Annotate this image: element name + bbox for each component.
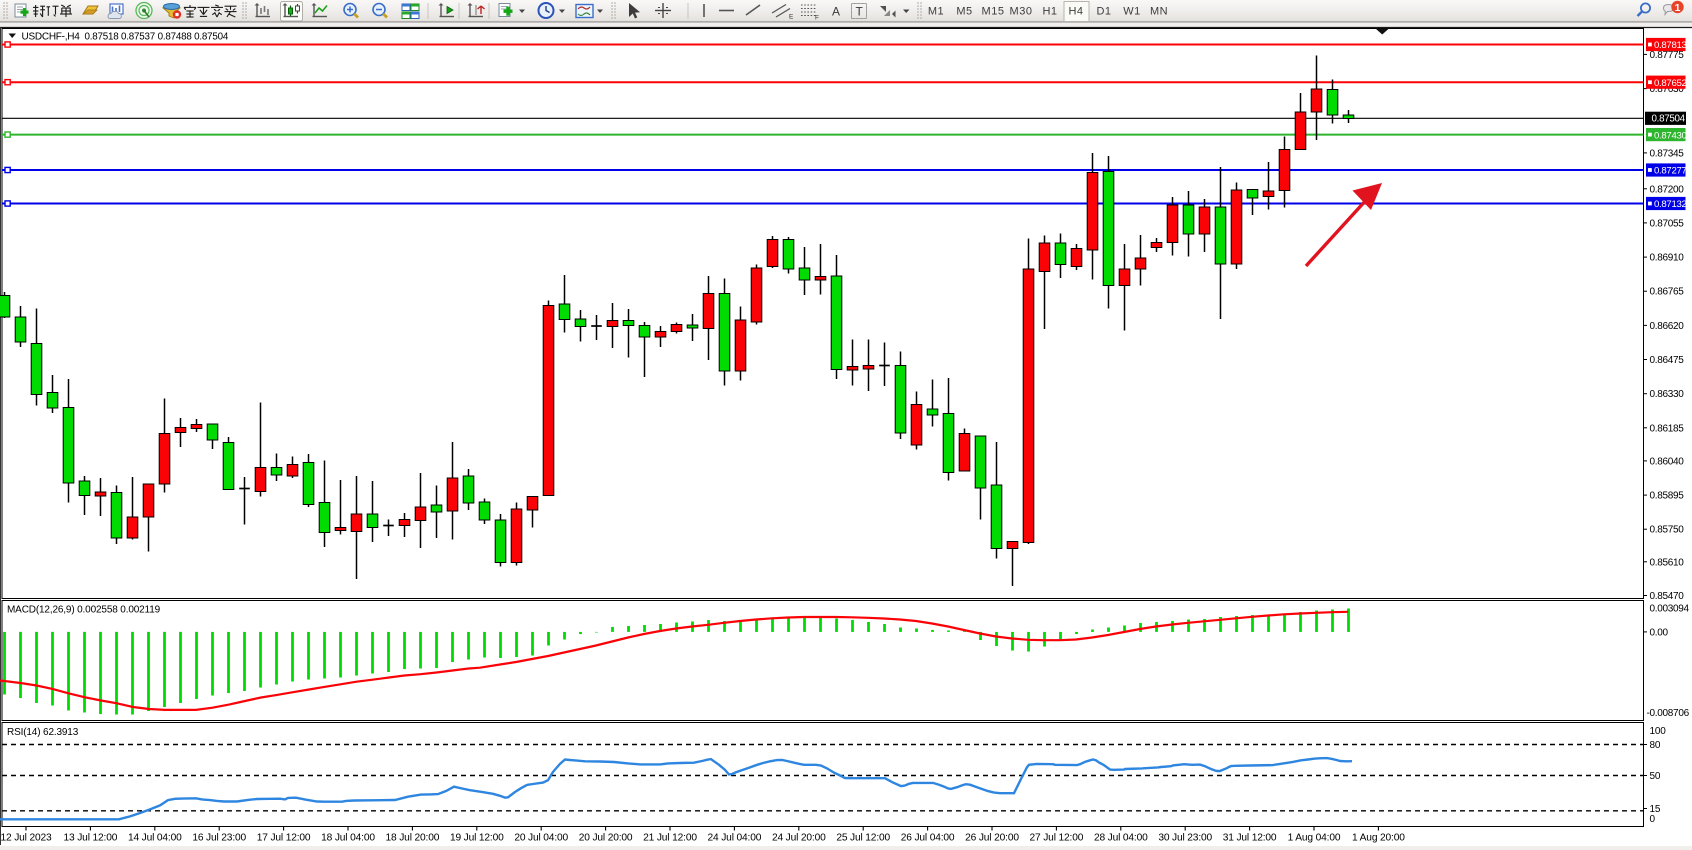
svg-text:19 Jul 12:00: 19 Jul 12:00 [450,833,504,844]
svg-text:0.86910: 0.86910 [1650,253,1685,264]
svg-text:E: E [789,14,794,21]
svg-text:T: T [856,5,864,19]
svg-text:-0.008706: -0.008706 [1647,708,1690,719]
svg-text:25 Jul 12:00: 25 Jul 12:00 [836,833,890,844]
svg-text:W1: W1 [1123,6,1141,18]
svg-text:0.87518 0.87537 0.87488 0.8750: 0.87518 0.87537 0.87488 0.87504 [85,32,229,43]
svg-text:0.85895: 0.85895 [1650,491,1685,502]
svg-text:0.86620: 0.86620 [1650,321,1685,332]
svg-text:26 Jul 20:00: 26 Jul 20:00 [965,833,1019,844]
svg-text:H4: H4 [1068,6,1083,18]
svg-text:0.86040: 0.86040 [1650,456,1685,467]
svg-text:0.87775: 0.87775 [1650,50,1685,61]
svg-text:100: 100 [1650,726,1667,737]
svg-text:13 Jul 12:00: 13 Jul 12:00 [64,833,118,844]
svg-text:0.87132: 0.87132 [1654,199,1687,210]
svg-text:50: 50 [1650,771,1661,782]
svg-text:0.85610: 0.85610 [1650,557,1685,568]
svg-text:24 Jul 20:00: 24 Jul 20:00 [772,833,826,844]
svg-text:0: 0 [1650,814,1656,825]
svg-text:15: 15 [1650,804,1661,815]
svg-text:USDCHF-,H4: USDCHF-,H4 [22,32,81,43]
svg-text:1 Aug 04:00: 1 Aug 04:00 [1288,833,1341,844]
svg-text:0.87345: 0.87345 [1650,148,1685,159]
svg-text:14 Jul 04:00: 14 Jul 04:00 [128,833,182,844]
svg-text:16 Jul 23:00: 16 Jul 23:00 [192,833,246,844]
svg-text:0.00: 0.00 [1650,628,1669,639]
svg-text:0.85470: 0.85470 [1650,591,1685,602]
svg-text:0.003094: 0.003094 [1650,604,1690,615]
svg-text:0.87430: 0.87430 [1654,130,1687,141]
svg-text:0.87055: 0.87055 [1650,218,1685,229]
svg-text:12 Jul 2023: 12 Jul 2023 [0,833,52,844]
svg-text:F: F [815,15,819,22]
svg-text:H1: H1 [1042,6,1057,18]
svg-text:21 Jul 12:00: 21 Jul 12:00 [643,833,697,844]
svg-text:0.87277: 0.87277 [1654,166,1687,177]
svg-text:MN: MN [1150,6,1168,18]
svg-text:0.87504: 0.87504 [1652,114,1686,125]
svg-text:M5: M5 [956,6,972,18]
svg-text:18 Jul 04:00: 18 Jul 04:00 [321,833,375,844]
svg-text:0.86330: 0.86330 [1650,389,1685,400]
svg-text:0.87200: 0.87200 [1650,184,1685,195]
svg-text:RSI(14) 62.3913: RSI(14) 62.3913 [7,727,79,738]
svg-text:0.86765: 0.86765 [1650,287,1685,298]
svg-text:0.87630: 0.87630 [1650,84,1685,95]
svg-text:M1: M1 [928,6,944,18]
svg-text:1: 1 [1675,2,1681,14]
svg-text:0.86185: 0.86185 [1650,423,1685,434]
svg-text:26 Jul 04:00: 26 Jul 04:00 [901,833,955,844]
svg-text:24 Jul 04:00: 24 Jul 04:00 [708,833,762,844]
svg-text:80: 80 [1650,740,1661,751]
svg-text:0.87652: 0.87652 [1654,78,1687,89]
svg-text:0.85750: 0.85750 [1650,525,1685,536]
svg-text:D1: D1 [1096,6,1111,18]
svg-text:MACD(12,26,9) 0.002558 0.00211: MACD(12,26,9) 0.002558 0.002119 [7,605,161,616]
svg-text:M30: M30 [1010,6,1033,18]
svg-text:27 Jul 12:00: 27 Jul 12:00 [1030,833,1084,844]
svg-text:0.87813: 0.87813 [1654,40,1687,51]
svg-text:31 Jul 12:00: 31 Jul 12:00 [1223,833,1277,844]
svg-text:20 Jul 20:00: 20 Jul 20:00 [579,833,633,844]
svg-text:A: A [832,5,840,19]
svg-text:18 Jul 20:00: 18 Jul 20:00 [386,833,440,844]
svg-text:M15: M15 [982,6,1005,18]
svg-text:17 Jul 12:00: 17 Jul 12:00 [257,833,311,844]
svg-text:30 Jul 23:00: 30 Jul 23:00 [1158,833,1212,844]
svg-text:20 Jul 04:00: 20 Jul 04:00 [514,833,568,844]
svg-text:28 Jul 04:00: 28 Jul 04:00 [1094,833,1148,844]
svg-text:0.86475: 0.86475 [1650,355,1685,366]
svg-text:1 Aug 20:00: 1 Aug 20:00 [1352,833,1405,844]
